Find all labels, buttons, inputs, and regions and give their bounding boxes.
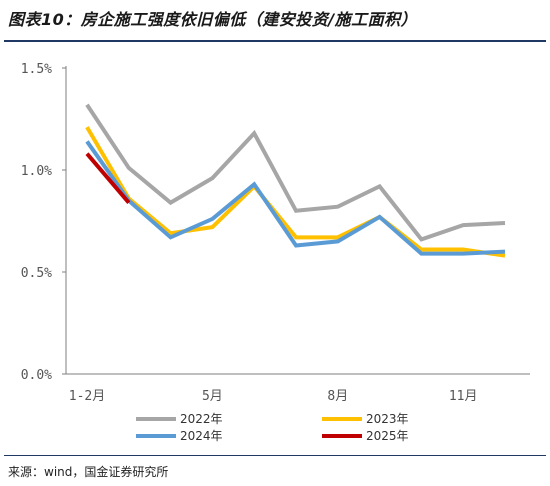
series-line-2022年 — [85, 103, 506, 242]
x-tick-label: 5月 — [202, 389, 223, 404]
series-line-2025年 — [85, 152, 131, 204]
chart-legend: 2022年 2023年 2024年 2025年 — [136, 412, 409, 443]
y-tick-labels: 0.0% 0.5% 1.0% 1.5% — [21, 62, 52, 383]
series-line-2024年 — [85, 140, 506, 256]
footer-divider — [4, 455, 546, 456]
legend-label: 2023年 — [366, 412, 409, 426]
source-note: 来源：wind，国金证券研究所 — [8, 465, 169, 479]
y-tick-label: 1.5% — [21, 62, 52, 77]
legend-label: 2022年 — [180, 412, 223, 426]
legend-label: 2024年 — [180, 429, 223, 443]
x-tick-label: 11月 — [449, 389, 478, 404]
chart-axes — [62, 66, 530, 375]
legend-label: 2025年 — [366, 429, 409, 443]
title-divider — [4, 40, 546, 42]
y-tick-label: 0.0% — [21, 368, 52, 383]
y-tick-label: 1.0% — [21, 164, 52, 179]
chart-title: 图表10：房企施工强度依旧偏低（建安投资/施工面积） — [8, 10, 418, 29]
series-lines — [85, 103, 506, 258]
x-tick-label: 1-2月 — [69, 389, 105, 404]
x-tick-label: 8月 — [327, 389, 348, 404]
x-tick-labels: 1-2月 5月 8月 11月 — [69, 389, 478, 404]
series-line-2023年 — [85, 126, 506, 258]
y-tick-label: 0.5% — [21, 266, 52, 281]
